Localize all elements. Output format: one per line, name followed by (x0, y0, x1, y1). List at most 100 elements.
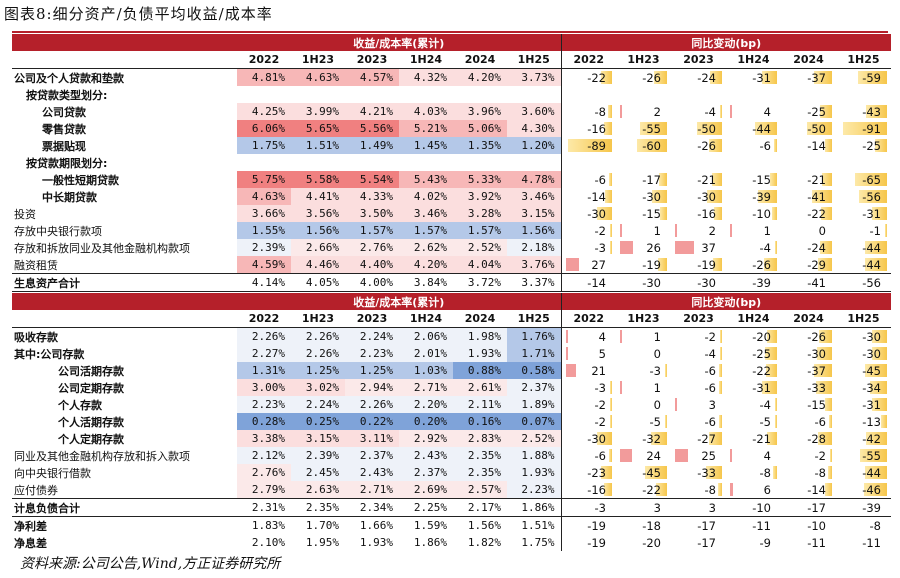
change-cell: -30 (560, 205, 616, 222)
change-value: -17 (697, 518, 716, 533)
change-bar (652, 190, 667, 203)
change-value: 1 (653, 380, 661, 395)
table-row: 应付债券 2.79% 2.63% 2.71% 2.69% 2.57% 2.23% -16 -22… (12, 481, 891, 499)
rate-cell (237, 86, 291, 103)
change-value: 1 (653, 223, 661, 238)
change-cell: 2 (671, 222, 726, 239)
change-value: 3 (708, 397, 716, 412)
change-value: -32 (642, 431, 661, 446)
change-bar (829, 415, 832, 428)
change-cell (616, 86, 671, 103)
table-row: 中长期贷款 4.63% 4.41% 4.33% 4.02% 3.92% 3.46% -14 -3… (12, 188, 891, 205)
rate-cell (291, 154, 345, 171)
change-value: 24 (646, 448, 661, 463)
rate-cell: 2.45% (291, 464, 345, 481)
change-cell: -17 (781, 498, 836, 517)
header-rate: 收益/成本率(累计) (237, 34, 561, 51)
change-value: -17 (807, 500, 826, 515)
change-value: -27 (697, 431, 716, 446)
change-cell: 3 (671, 498, 726, 517)
change-cell: -8 (671, 481, 726, 499)
change-value: -14 (587, 275, 606, 290)
change-cell: -8 (781, 464, 836, 481)
change-value: -31 (862, 206, 881, 221)
row-label: 生息资产合计 (12, 273, 237, 292)
change-cell (671, 86, 726, 103)
change-cell: 21 (560, 362, 616, 379)
table-row: 其中:公司存款 2.27% 2.26% 2.23% 2.01% 1.93% 1.71% 5 0 -… (12, 345, 891, 362)
change-cell (726, 86, 781, 103)
change-bar (601, 71, 612, 84)
change-cell: -29 (781, 256, 836, 274)
rate-cell: 1.45% (399, 137, 453, 154)
table-row: 公司活期存款 1.31% 1.25% 1.25% 1.03% 0.88% 0.58% 21 -3… (12, 362, 891, 379)
change-bar (830, 449, 832, 462)
header-change: 同比变动(bp) (560, 293, 891, 310)
rate-cell: 2.31% (237, 498, 291, 517)
change-value: 37 (701, 240, 716, 255)
rate-cell: 1.57% (453, 222, 507, 239)
rate-cell: 1.25% (345, 362, 399, 379)
rate-cell: 3.84% (399, 273, 453, 292)
rate-cell (507, 86, 561, 103)
change-cell: -45 (836, 362, 891, 379)
year-header: 2023 (345, 310, 399, 328)
page-title: 图表8:细分资产/负债平均收益/成本率 (4, 5, 273, 23)
year-header: 1H25 (836, 51, 891, 69)
header-blank (12, 51, 237, 69)
table-row: 公司贷款 4.25% 3.99% 4.21% 4.03% 3.96% 3.60% -8 2 -4 4… (12, 103, 891, 120)
change-cell: 0 (781, 222, 836, 239)
year-header: 1H23 (291, 51, 345, 69)
change-value: -2 (594, 223, 606, 238)
change-value: -44 (862, 465, 881, 480)
table-row: 个人定期存款 3.38% 3.15% 3.11% 2.92% 2.83% 2.52% -30 -… (12, 430, 891, 447)
table-row: 同业及其他金融机构存放和拆入款项 2.12% 2.39% 2.37% 2.43% 2.35… (12, 447, 891, 464)
rate-cell: 5.54% (345, 171, 399, 188)
change-cell: -15 (616, 205, 671, 222)
change-cell: -25 (781, 103, 836, 120)
change-value: 6 (763, 482, 771, 497)
rate-cell: 1.70% (305, 519, 339, 532)
change-value: -2 (594, 397, 606, 412)
rate-cell: 2.92% (399, 430, 453, 447)
change-bar (817, 347, 832, 360)
change-bar (880, 415, 887, 428)
change-cell: -13 (836, 413, 891, 430)
change-cell: -30 (616, 188, 671, 205)
change-bar (870, 381, 887, 394)
rate-cell: 2.71% (399, 379, 453, 396)
change-value: -24 (807, 240, 826, 255)
change-bar (865, 466, 887, 479)
change-value: -16 (697, 206, 716, 221)
table-row: 公司及个人贷款和垫款 4.81% 4.63% 4.57% 4.32% 4.20% 3.73%… (12, 68, 891, 86)
change-cell: -56 (836, 273, 891, 292)
change-bar (730, 449, 732, 462)
change-value: -6 (704, 414, 716, 429)
change-value: -13 (862, 414, 881, 429)
rate-cell: 1.88% (507, 447, 561, 464)
change-bar (600, 466, 612, 479)
change-value: -15 (807, 397, 826, 412)
change-bar (773, 466, 777, 479)
rate-cell: 3.96% (453, 103, 507, 120)
rate-cell: 4.03% (399, 103, 453, 120)
rate-cell: 2.26% (237, 327, 291, 345)
change-bar (820, 241, 832, 254)
change-bar (610, 415, 612, 428)
change-cell: 6 (726, 481, 781, 499)
change-cell: -6 (671, 362, 726, 379)
rate-cell: 4.78% (507, 171, 561, 188)
change-bar (730, 224, 732, 237)
change-value: 25 (701, 448, 716, 463)
change-bar (610, 241, 612, 254)
change-bar (807, 122, 832, 135)
rate-cell: 2.26% (291, 327, 345, 345)
rate-cell: 3.15% (291, 430, 345, 447)
change-cell (671, 154, 726, 171)
change-bar (675, 241, 694, 254)
change-bar (719, 381, 722, 394)
change-cell: -30 (560, 430, 616, 447)
rate-cell: 1.56% (507, 222, 561, 239)
change-bar (714, 207, 722, 220)
change-cell: -4 (726, 239, 781, 256)
